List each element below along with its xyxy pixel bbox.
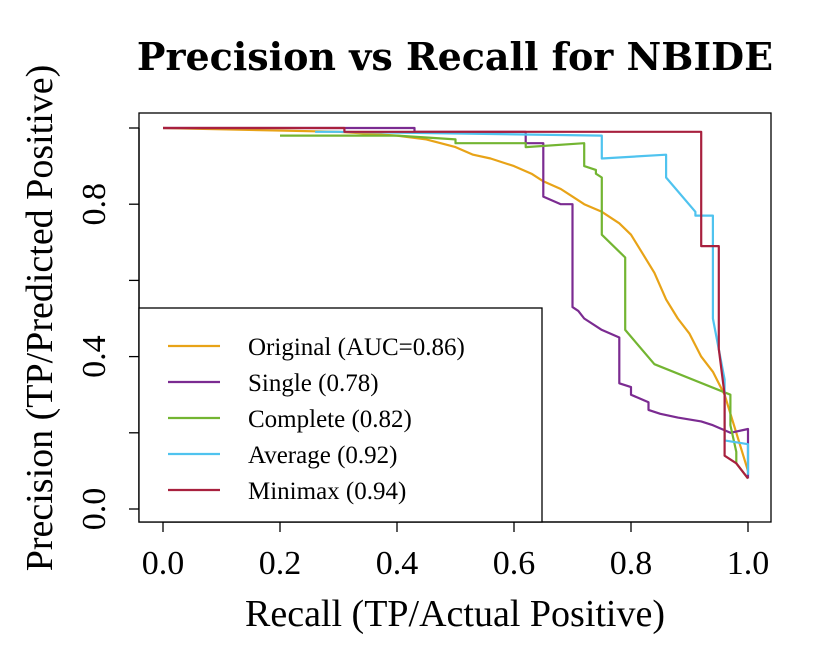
legend-box [138, 307, 543, 523]
legend-entry-label: Minimax (0.94) [248, 478, 406, 505]
y-axis-label: Precision (TP/Predicted Positive) [19, 65, 61, 572]
legend-entry-label: Single (0.78) [248, 370, 379, 397]
y-tick-label: 0.8 [76, 183, 113, 226]
x-tick-label: 0.0 [142, 545, 185, 582]
legend-entry-label: Complete (0.82) [248, 406, 412, 433]
legend: Original (AUC=0.86) Single (0.78) Complete… [138, 307, 543, 523]
x-axis-label: Recall (TP/Actual Positive) [245, 593, 665, 635]
x-tick-label: 0.2 [259, 545, 302, 582]
series-line [163, 126, 749, 480]
chart-title: Precision vs Recall for NBIDE [137, 34, 773, 79]
x-tick-label: 1.0 [727, 545, 770, 582]
x-tick-label: 0.8 [610, 545, 653, 582]
legend-items: Original (AUC=0.86) Single (0.78) Complete… [168, 334, 465, 505]
x-tick-label: 0.6 [493, 545, 536, 582]
series-line [162, 126, 750, 472]
x-tick-label: 0.4 [376, 545, 419, 582]
x-axis: 0.0 0.2 0.4 0.6 0.8 1.0 [142, 521, 770, 582]
y-axis: 0.0 0.4 0.8 [76, 127, 140, 531]
legend-entry-label: Original (AUC=0.86) [248, 334, 465, 361]
legend-entry-label: Average (0.92) [248, 442, 397, 469]
series-line [163, 126, 750, 479]
series-layer [162, 126, 750, 480]
series-line [280, 134, 749, 480]
y-tick-label: 0.4 [76, 335, 113, 378]
y-tick-label: 0.0 [76, 488, 113, 531]
